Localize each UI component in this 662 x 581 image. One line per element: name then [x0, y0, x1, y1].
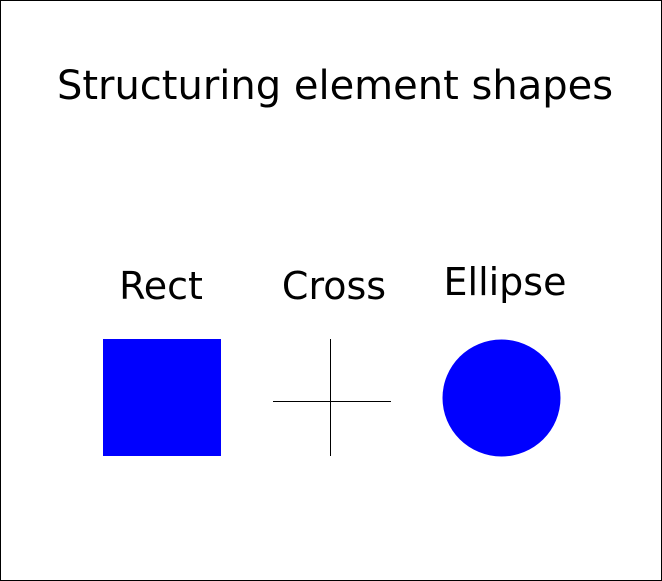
diagram-title: Structuring element shapes [56, 63, 614, 109]
ellipse-fill [442, 339, 561, 457]
cross-label: Cross [281, 264, 387, 308]
ellipse-shape [442, 339, 561, 457]
rect-label: Rect [119, 264, 203, 308]
rect-fill [103, 339, 221, 456]
ellipse-label: Ellipse [443, 260, 567, 304]
cross-shape [273, 339, 391, 456]
rect-shape [103, 339, 221, 456]
